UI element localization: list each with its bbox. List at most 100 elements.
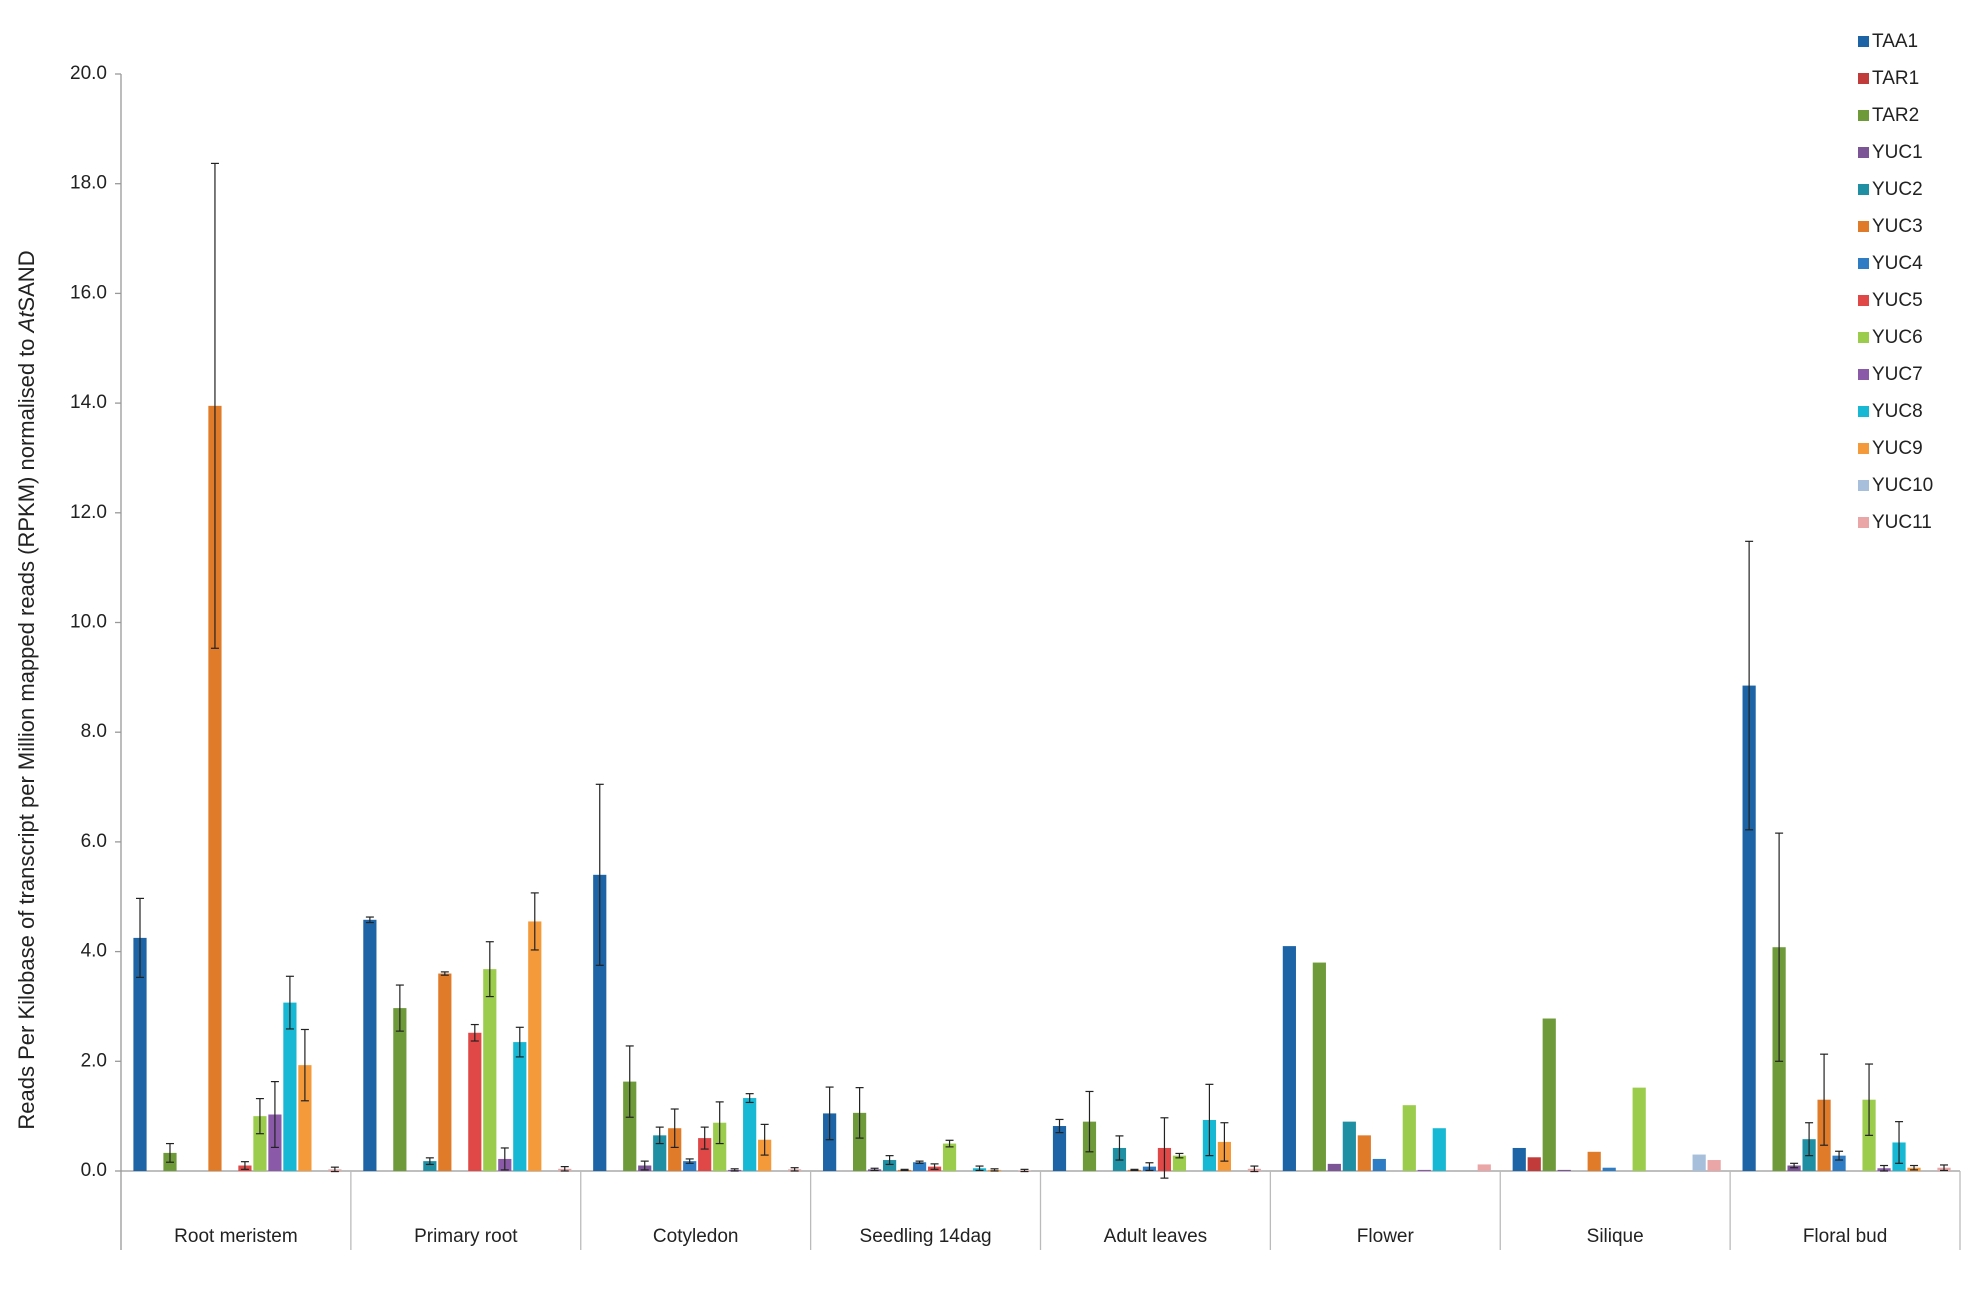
error-bar: [1220, 1122, 1229, 1162]
y-tick-label: 8.0: [81, 721, 107, 742]
bar: [1432, 1128, 1446, 1171]
legend-label: YUC10: [1872, 475, 1933, 496]
bar: [1357, 1135, 1371, 1171]
error-bar: [625, 1045, 634, 1118]
error-bar: [760, 1123, 769, 1156]
error-bar: [1940, 1164, 1949, 1172]
y-tick-label: 4.0: [81, 941, 107, 962]
legend-label: YUC11: [1872, 512, 1932, 533]
bar: [1327, 1163, 1341, 1171]
bar: [1602, 1167, 1616, 1171]
bar: [1587, 1151, 1601, 1171]
error-bar: [1175, 1152, 1184, 1159]
error-bar: [685, 1158, 694, 1164]
x-tick-label: Silique: [1587, 1226, 1644, 1247]
legend-swatch: [1858, 443, 1869, 454]
legend-swatch: [1858, 406, 1869, 417]
legend-swatch: [1858, 258, 1869, 269]
bar: [1342, 1121, 1356, 1171]
error-bar: [930, 1163, 939, 1170]
legend-swatch: [1858, 110, 1869, 121]
y-tick-label: 16.0: [70, 282, 107, 303]
error-bar: [730, 1168, 739, 1172]
error-bar: [1790, 1162, 1799, 1169]
error-bar: [136, 897, 144, 978]
x-tick-label: Flower: [1357, 1226, 1415, 1247]
x-tick-label: Cotyledon: [653, 1226, 739, 1247]
legend-label: TAR1: [1872, 68, 1919, 89]
y-tick-label: 14.0: [70, 392, 107, 413]
y-axis-label: Reads Per Kilobase of transcript per Mil…: [14, 250, 39, 1129]
error-bar: [1775, 832, 1784, 1062]
error-bar: [900, 1168, 909, 1172]
error-bar: [1250, 1165, 1259, 1173]
bar: [1312, 962, 1326, 1171]
y-label-part: Reads Per Kilobase of transcript per Mil…: [14, 332, 39, 1129]
error-bar: [1880, 1164, 1889, 1172]
error-bar: [1745, 540, 1754, 831]
error-bar: [515, 1026, 524, 1058]
bar: [743, 1098, 757, 1171]
bar: [713, 1122, 727, 1171]
error-bar: [915, 1160, 924, 1164]
error-bar: [1910, 1164, 1919, 1171]
error-bar: [825, 1086, 834, 1141]
bar: [528, 921, 542, 1171]
bar: [1402, 1105, 1416, 1171]
error-bar: [395, 984, 404, 1032]
bar: [1052, 1126, 1067, 1171]
bar: [253, 1116, 267, 1171]
legend-swatch: [1858, 517, 1869, 528]
bar: [513, 1042, 527, 1171]
legend-swatch: [1858, 295, 1869, 306]
error-bar: [165, 1142, 174, 1163]
error-bar: [440, 971, 449, 976]
bar: [208, 405, 222, 1171]
error-bar: [855, 1087, 864, 1139]
bar: [1557, 1169, 1571, 1171]
legend-label: YUC8: [1872, 401, 1923, 422]
legend-label: YUC5: [1872, 290, 1923, 311]
error-bar: [470, 1023, 479, 1042]
y-tick-label: 2.0: [81, 1050, 107, 1071]
error-bar: [270, 1080, 279, 1149]
error-bar: [640, 1160, 649, 1171]
legend-swatch: [1858, 36, 1869, 47]
legend-label: TAR2: [1872, 105, 1919, 126]
error-bar: [1865, 1063, 1874, 1136]
legend-label: YUC2: [1872, 179, 1923, 200]
error-bar: [715, 1101, 724, 1145]
bar: [1632, 1087, 1646, 1171]
error-bar: [1805, 1122, 1814, 1157]
legend-swatch: [1858, 480, 1869, 491]
error-bar: [990, 1168, 999, 1172]
legend-label: YUC9: [1872, 438, 1923, 459]
error-bar: [210, 162, 219, 649]
legend-label: YUC4: [1872, 253, 1923, 274]
y-tick-label: 12.0: [70, 502, 107, 523]
bar: [1707, 1160, 1721, 1171]
legend-label: YUC6: [1872, 327, 1923, 348]
error-bar: [500, 1147, 509, 1171]
bar: [698, 1138, 712, 1171]
bar: [882, 1160, 897, 1171]
bar: [593, 874, 607, 1171]
legend-label: TAA1: [1872, 31, 1918, 52]
bar: [1742, 685, 1756, 1171]
bar: [668, 1128, 682, 1171]
error-bar: [485, 941, 494, 998]
bar: [363, 919, 377, 1171]
bar: [438, 973, 452, 1171]
bar: [1282, 946, 1296, 1171]
error-bar: [365, 916, 374, 924]
bar: [1542, 1018, 1556, 1171]
error-bar: [1895, 1121, 1904, 1164]
legend-label: YUC1: [1872, 142, 1923, 163]
bar: [298, 1065, 312, 1171]
bar: [823, 1113, 837, 1171]
legend-swatch: [1858, 147, 1869, 158]
y-tick-label: 10.0: [70, 612, 107, 633]
error-bar: [300, 1028, 309, 1102]
error-bar: [1205, 1083, 1214, 1157]
